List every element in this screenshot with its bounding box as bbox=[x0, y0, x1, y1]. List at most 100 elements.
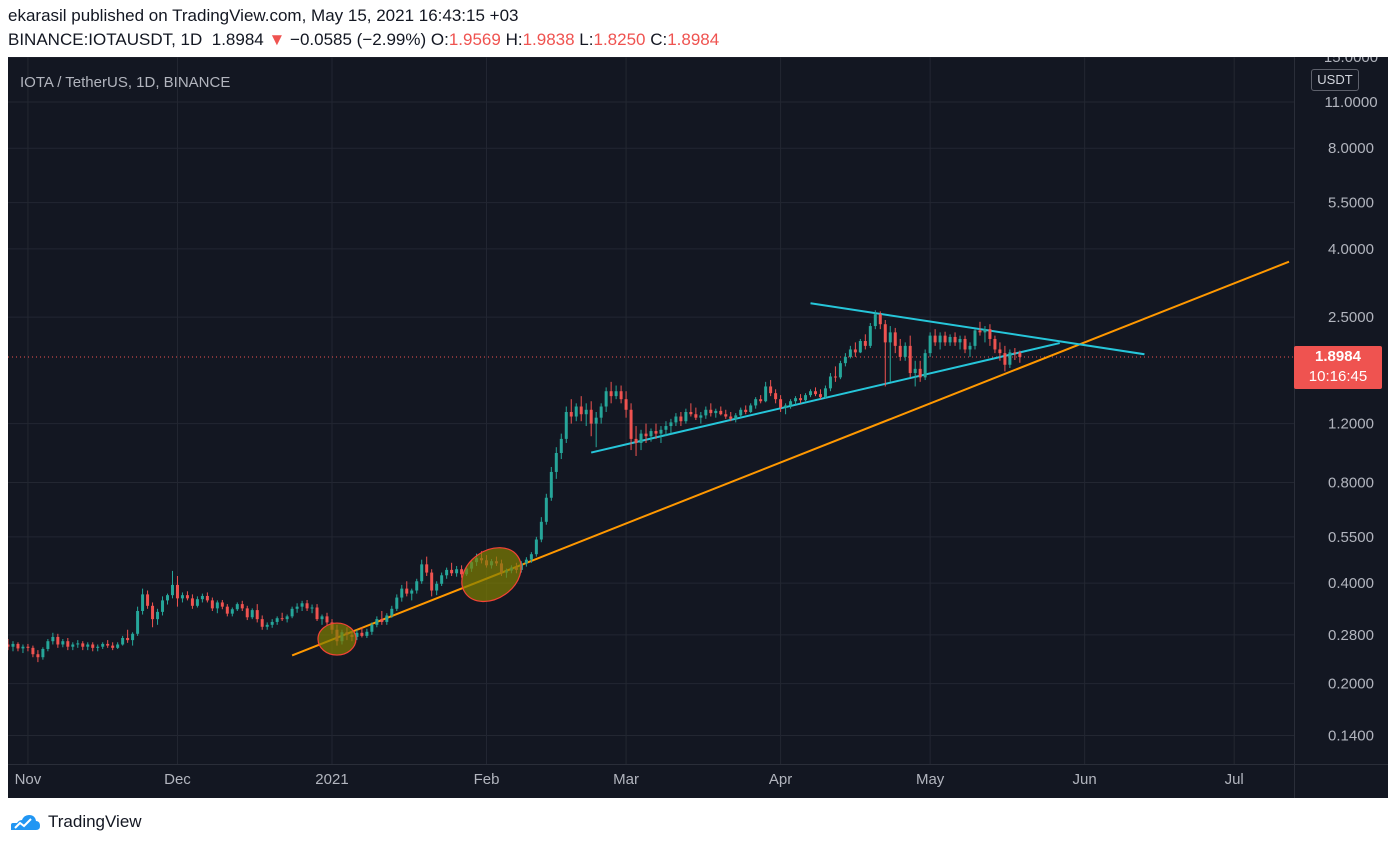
candle-body bbox=[714, 410, 718, 414]
candle bbox=[195, 596, 199, 608]
candle bbox=[918, 360, 922, 382]
candle-body bbox=[759, 399, 763, 402]
candle bbox=[141, 588, 145, 615]
candle bbox=[853, 342, 857, 357]
symbol: BINANCE:IOTAUSDT bbox=[8, 30, 172, 49]
x-tick-label: Nov bbox=[15, 771, 42, 788]
low-label: L: bbox=[579, 30, 594, 49]
candle-body bbox=[440, 575, 444, 584]
candle bbox=[355, 629, 359, 641]
candle bbox=[230, 607, 234, 617]
candle bbox=[619, 385, 623, 404]
y-tick-label: 0.4000 bbox=[1328, 575, 1374, 592]
low-value: 1.8250 bbox=[593, 30, 646, 49]
candle-body bbox=[599, 406, 603, 418]
y-tick-label: 5.5000 bbox=[1328, 195, 1374, 212]
candle-body bbox=[644, 433, 648, 437]
candle bbox=[724, 409, 728, 419]
candle-body bbox=[370, 624, 374, 632]
candle bbox=[300, 600, 304, 611]
candle-body bbox=[325, 616, 329, 623]
candle bbox=[534, 536, 538, 557]
candle-body bbox=[664, 426, 668, 430]
candle-body bbox=[789, 401, 793, 406]
candle-body bbox=[400, 588, 404, 598]
candle-body bbox=[215, 602, 219, 609]
candle-body bbox=[923, 353, 927, 378]
series-legend[interactable]: IOTA / TetherUS, 1D, BINANCE bbox=[20, 74, 231, 91]
support-trendline bbox=[291, 260, 1290, 657]
candle-body bbox=[584, 409, 588, 415]
candle-body bbox=[210, 600, 214, 609]
candle-body bbox=[101, 643, 105, 647]
candle-body bbox=[136, 610, 140, 634]
candle bbox=[654, 423, 658, 439]
candle bbox=[804, 393, 808, 402]
candle-body bbox=[898, 345, 902, 357]
candle bbox=[435, 581, 439, 596]
candle bbox=[709, 403, 713, 417]
candle-body bbox=[66, 641, 70, 647]
candle-body bbox=[320, 616, 324, 620]
candle bbox=[898, 338, 902, 361]
candle bbox=[779, 395, 783, 412]
candle bbox=[51, 632, 55, 645]
candle bbox=[365, 628, 369, 638]
candle-body bbox=[285, 616, 289, 620]
candle bbox=[579, 396, 583, 422]
candle bbox=[744, 405, 748, 415]
candle bbox=[813, 387, 817, 397]
candle bbox=[649, 428, 653, 442]
candle bbox=[1003, 345, 1007, 372]
candle bbox=[878, 311, 882, 330]
candle bbox=[764, 381, 768, 403]
candle-body bbox=[175, 584, 179, 599]
candle bbox=[629, 403, 633, 451]
candle bbox=[559, 433, 563, 460]
candle bbox=[61, 639, 65, 648]
candle-body bbox=[878, 314, 882, 325]
candle-body bbox=[41, 648, 45, 658]
candle-body bbox=[734, 415, 738, 419]
candle bbox=[838, 360, 842, 380]
chart-pane[interactable]: 15.0000 11.0000 8.0000 5.5000 4.0000 2.5000 1.… bbox=[8, 57, 1388, 798]
candle-body bbox=[609, 391, 613, 397]
candle-body bbox=[255, 610, 259, 620]
candle-body bbox=[554, 453, 558, 472]
candle bbox=[913, 360, 917, 387]
candle bbox=[121, 635, 125, 646]
candle bbox=[529, 552, 533, 563]
candle bbox=[91, 642, 95, 652]
candle bbox=[644, 423, 648, 443]
candle-body bbox=[116, 644, 120, 648]
candle-body bbox=[634, 438, 638, 443]
candle-body bbox=[709, 409, 713, 414]
candle bbox=[8, 639, 10, 651]
y-tick-label: 1.2000 bbox=[1328, 416, 1374, 433]
candlestick-chart[interactable]: 15.0000 11.0000 8.0000 5.5000 4.0000 2.5000 1.… bbox=[8, 57, 1388, 798]
candle bbox=[31, 645, 35, 658]
candle-body bbox=[948, 336, 952, 343]
candle-body bbox=[704, 409, 708, 416]
candle bbox=[275, 616, 279, 625]
candle-body bbox=[61, 641, 65, 645]
candle bbox=[151, 602, 155, 628]
candle bbox=[963, 335, 967, 354]
candle bbox=[16, 642, 20, 652]
candle bbox=[968, 342, 972, 357]
candle-body bbox=[360, 632, 364, 636]
last-price-label: 1.8984 bbox=[1315, 348, 1361, 366]
candle bbox=[609, 381, 613, 404]
candle bbox=[599, 403, 603, 424]
candle-body bbox=[823, 388, 827, 398]
candle bbox=[759, 395, 763, 404]
currency-label[interactable]: USDT bbox=[1311, 69, 1359, 91]
candle-body bbox=[390, 608, 394, 616]
y-tick-label: 2.5000 bbox=[1328, 309, 1374, 326]
candle bbox=[460, 565, 464, 578]
y-tick-label: 4.0000 bbox=[1328, 241, 1374, 258]
candle bbox=[395, 594, 399, 611]
candle bbox=[185, 591, 189, 601]
candle bbox=[305, 599, 309, 611]
candle bbox=[828, 373, 832, 392]
